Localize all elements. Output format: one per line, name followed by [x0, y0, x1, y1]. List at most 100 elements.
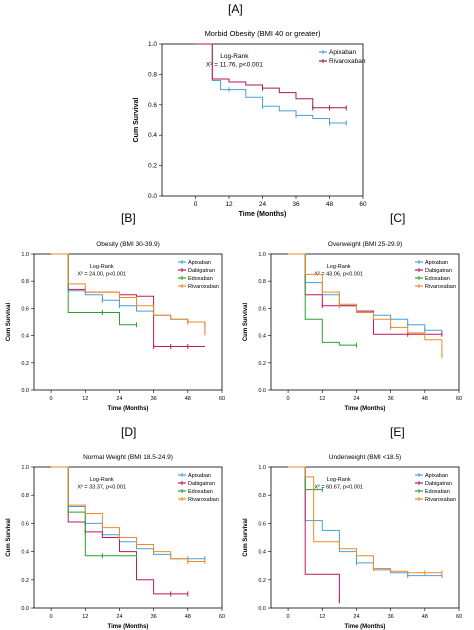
km-chart-a: Morbid Obesity (BMI 40 or greater) 0.0 0.2… [133, 29, 367, 218]
x-axis-label: Time (Months) [345, 406, 386, 412]
km-chart-b: Obesity (BMI 30-39.9) 0.0 0.2 0.4 0.6 0.8 1.0 0… [6, 241, 225, 412]
y-tick-label: 1.0 [258, 465, 266, 471]
x-tick-label: 48 [422, 396, 428, 402]
legend-label: Dabigatran [425, 481, 452, 487]
x-tick-label: 36 [151, 396, 157, 402]
x-tick-label: 48 [422, 614, 428, 620]
log-rank-text: X² = 60.67, p<0.001 [314, 485, 363, 491]
y-tick-label: 0.6 [21, 306, 29, 312]
x-tick-label: 48 [185, 614, 191, 620]
x-tick-label: 0 [50, 396, 53, 402]
y-tick-label: 0.0 [258, 388, 266, 394]
y-tick-label: 1.0 [21, 465, 29, 471]
y-tick-label: 0.0 [21, 388, 29, 394]
panel-letter-a: [A] [228, 2, 243, 16]
legend-label: Apixaban [188, 473, 211, 479]
y-tick-label: 0.6 [258, 521, 266, 527]
x-tick-label: 24 [116, 614, 122, 620]
y-tick-label: 1.0 [148, 41, 157, 48]
log-rank-text: X² = 33.37, p<0.001 [77, 485, 126, 491]
y-tick-label: 0.4 [258, 550, 266, 556]
chart-title: Normal Weight (BMI 18.5-24.9) [83, 454, 173, 461]
panel-letter-d: [D] [121, 425, 137, 439]
legend-label: Dabigatran [425, 268, 452, 274]
log-rank-text: Log-Rank [327, 477, 351, 483]
x-axis-label: Time (Months) [108, 406, 149, 412]
y-tick-label: 0.4 [258, 334, 266, 340]
legend-label: Apixaban [188, 260, 211, 266]
y-tick-label: 0.2 [148, 163, 157, 170]
plot-frame [270, 253, 460, 391]
y-tick-label: 0.2 [21, 578, 29, 584]
y-tick-label: 1.0 [21, 252, 29, 258]
chart-title: Underweight (BMI <18.5) [329, 454, 401, 461]
panel-letter-e: [E] [390, 425, 405, 439]
y-tick-label: 0.0 [148, 193, 157, 200]
x-axis-label: Time (Months) [108, 624, 149, 630]
x-tick-label: 12 [319, 614, 325, 620]
x-tick-label: 24 [259, 201, 267, 208]
legend-label: Edoxaban [188, 276, 213, 282]
km-chart-c: Overweight (BMI 25-29.9) 0.0 0.2 0.4 0.6 0.8 1… [243, 241, 462, 412]
x-tick-label: 0 [287, 396, 290, 402]
legend-label: Rivaroxaban [188, 284, 219, 290]
survival-line [288, 253, 443, 356]
x-tick-label: 0 [50, 614, 53, 620]
log-rank-text: X² = 11.76, p<0.001 [206, 62, 263, 69]
km-chart-e: Underweight (BMI <18.5) 0.0 0.2 0.4 0.6 0.8 1.… [243, 454, 462, 630]
log-rank-text: Log-Rank [327, 264, 351, 270]
legend-label: Dabigatran [188, 481, 215, 487]
x-tick-label: 12 [82, 396, 88, 402]
x-tick-label: 0 [194, 201, 198, 208]
log-rank-text: Log-Rank [220, 53, 249, 60]
y-tick-label: 0.8 [148, 71, 157, 78]
log-rank-text: Log-Rank [90, 477, 114, 483]
legend-label: Rivaroxaban [425, 284, 456, 290]
survival-line [51, 466, 205, 562]
y-tick-label: 0.0 [258, 606, 266, 612]
legend-label: Apixaban [425, 473, 448, 479]
x-tick-label: 60 [219, 396, 225, 402]
x-tick-label: 24 [353, 614, 359, 620]
y-tick-label: 0.4 [21, 550, 29, 556]
x-tick-label: 36 [151, 614, 157, 620]
x-axis-label: Time (Months) [239, 211, 287, 218]
y-tick-label: 0.8 [21, 493, 29, 499]
y-axis-label: Cum Survival [243, 518, 249, 557]
legend-label: Apixaban [425, 260, 448, 266]
x-tick-label: 60 [219, 614, 225, 620]
panel-letter-b: [B] [121, 211, 136, 225]
y-axis-label: Cum Survival [6, 518, 12, 557]
x-tick-label: 48 [185, 396, 191, 402]
x-tick-label: 0 [287, 614, 290, 620]
log-rank-text: X² = 43.06, p<0.001 [314, 272, 363, 278]
x-tick-label: 24 [116, 396, 122, 402]
x-tick-label: 48 [326, 201, 334, 208]
y-tick-label: 0.2 [21, 361, 29, 367]
x-tick-label: 60 [456, 614, 462, 620]
survival-line [195, 43, 347, 124]
legend-label: Dabigatran [188, 268, 215, 274]
x-tick-label: 12 [319, 396, 325, 402]
x-tick-label: 12 [225, 201, 233, 208]
x-axis-label: Time (Months) [345, 624, 386, 630]
y-tick-label: 1.0 [258, 252, 266, 258]
y-tick-label: 0.2 [258, 578, 266, 584]
plot-frame [270, 466, 460, 609]
y-axis-label: Cum Survival [243, 303, 249, 342]
x-tick-label: 24 [353, 396, 359, 402]
x-tick-label: 36 [388, 396, 394, 402]
x-tick-label: 36 [388, 614, 394, 620]
survival-line [288, 466, 442, 574]
y-tick-label: 0.0 [21, 606, 29, 612]
y-tick-label: 0.8 [258, 279, 266, 285]
x-tick-label: 60 [359, 201, 367, 208]
survival-line [51, 466, 188, 595]
y-tick-label: 0.6 [21, 521, 29, 527]
chart-title: Obesity (BMI 30-39.9) [96, 241, 160, 248]
chart-title: Overweight (BMI 25-29.9) [328, 241, 402, 248]
y-tick-label: 0.4 [148, 132, 157, 139]
y-tick-label: 0.6 [148, 102, 157, 109]
legend-label: Rivaroxaban [329, 58, 366, 65]
y-tick-label: 0.2 [258, 361, 266, 367]
